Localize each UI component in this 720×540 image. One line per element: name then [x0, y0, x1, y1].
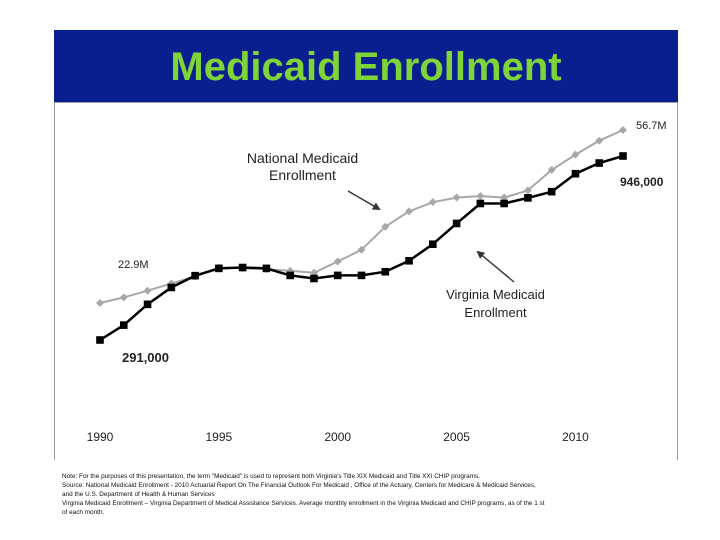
virginia-data-point — [238, 263, 247, 272]
national-data-point — [571, 150, 580, 159]
national-data-point — [619, 126, 627, 134]
virginia-data-point — [500, 199, 508, 208]
virginia-label-arrow — [476, 250, 515, 283]
footnote-line: of each month. — [62, 509, 105, 516]
national-data-point — [476, 192, 485, 201]
national-data-point — [428, 198, 437, 207]
x-tick-label: 2005 — [443, 430, 470, 444]
national-data-point — [333, 257, 342, 266]
virginia-data-point — [262, 264, 271, 273]
virginia-data-point — [286, 271, 294, 280]
x-tick-label: 1990 — [87, 430, 114, 444]
virginia-data-point — [571, 169, 580, 178]
series-layer — [96, 126, 627, 344]
x-tick-label: 2000 — [324, 430, 351, 444]
virginia-label-line-2: Enrollment — [464, 305, 527, 320]
virginia-data-point — [310, 274, 318, 283]
virginia-start-label: 291,000 — [122, 350, 169, 365]
national-data-point — [143, 286, 152, 295]
virginia-data-point — [333, 271, 342, 280]
footnote-line: Source: National Medicaid Enrollment - 2… — [62, 482, 536, 489]
national-data-point — [405, 207, 414, 216]
virginia-data-point — [357, 271, 366, 280]
virginia-data-point — [524, 194, 532, 202]
chart-title: Medicaid Enrollment — [170, 45, 562, 89]
title-bar: Medicaid Enrollment — [54, 30, 678, 102]
national-series-label: National Medicaid Enrollment — [225, 150, 380, 184]
virginia-data-point — [405, 256, 413, 265]
virginia-data-point — [619, 152, 627, 160]
x-tick-labels: 1990 1995 2000 2005 2010 — [87, 430, 589, 444]
national-data-point — [96, 299, 104, 307]
national-start-label: 22.9M — [118, 259, 149, 271]
national-data-point — [547, 165, 556, 174]
national-data-point — [500, 193, 509, 202]
virginia-label-line-1: Virginia Medicaid — [446, 287, 545, 302]
national-label-arrow — [347, 190, 381, 211]
national-data-point — [119, 293, 128, 302]
national-end-label: 56.7M — [636, 120, 667, 132]
national-data-point — [595, 136, 604, 145]
footnote-line: Note: For the purposes of this presentat… — [62, 473, 480, 480]
footnotes: Note: For the purposes of this presentat… — [62, 472, 686, 517]
virginia-series-label: Virginia Medicaid Enrollment — [428, 286, 563, 322]
virginia-data-point — [96, 336, 104, 344]
virginia-data-point — [595, 159, 604, 167]
virginia-data-point — [429, 240, 437, 249]
virginia-data-point — [452, 219, 461, 228]
footnote-line: Virginia Medicaid Enrollment – Virginia … — [62, 500, 545, 507]
virginia-data-point — [215, 264, 223, 273]
national-data-point — [381, 222, 390, 231]
virginia-data-point — [143, 300, 152, 309]
virginia-data-point — [191, 271, 199, 280]
virginia-data-point — [119, 321, 128, 329]
x-tick-label: 2010 — [562, 430, 589, 444]
virginia-data-point — [167, 283, 176, 292]
national-data-point — [357, 245, 366, 254]
national-label-line-1: National Medicaid — [246, 150, 359, 166]
virginia-end-label: 946,000 — [620, 175, 664, 189]
virginia-data-point — [476, 199, 485, 208]
virginia-data-point — [381, 267, 390, 276]
national-label-line-2: Enrollment — [269, 167, 336, 183]
national-data-point — [523, 186, 532, 195]
footnote-line: and the U.S. Department of Health & Huma… — [62, 491, 215, 498]
virginia-data-point — [547, 187, 556, 196]
x-tick-label: 1995 — [206, 430, 233, 444]
national-data-point — [452, 193, 461, 202]
chart-frame — [54, 102, 678, 460]
